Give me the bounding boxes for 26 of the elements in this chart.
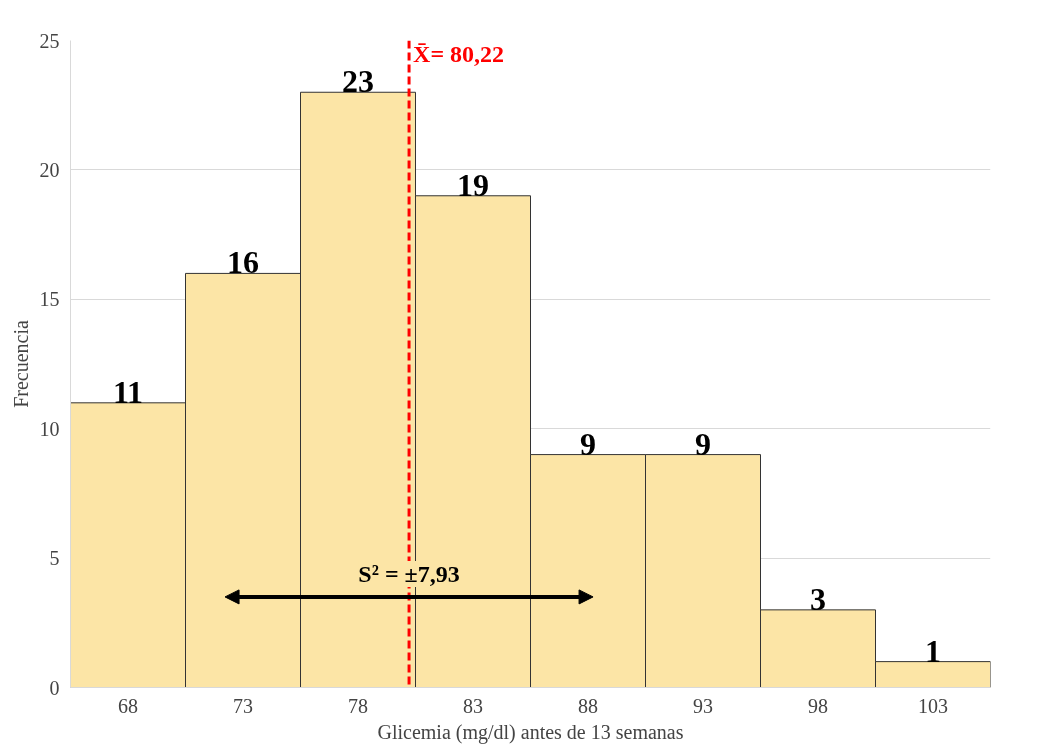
data-label: 3 — [810, 580, 826, 617]
data-label: 23 — [342, 63, 374, 100]
data-label: 16 — [227, 244, 259, 281]
x-tick-label: 68 — [118, 694, 138, 717]
x-tick-label: 103 — [918, 694, 948, 717]
x-tick-label: 73 — [233, 694, 253, 717]
y-axis-title: Frecuencia — [9, 320, 32, 408]
x-tick-label: 98 — [808, 694, 828, 717]
y-tick-label: 20 — [39, 158, 60, 181]
y-tick-label: 10 — [39, 417, 60, 440]
data-label: 19 — [457, 166, 489, 203]
annotation: S² = ±7,93 — [358, 560, 460, 587]
y-tick-label: 25 — [39, 29, 60, 52]
y-tick-label: 0 — [49, 676, 60, 699]
x-tick-label: 93 — [693, 694, 713, 717]
x-axis-title: Glicemia (mg/dl) antes de 13 semanas — [377, 720, 684, 744]
data-label: 1 — [925, 632, 941, 669]
x-tick-label: 83 — [463, 694, 483, 717]
x-tick-label: 88 — [578, 694, 598, 717]
data-label: 9 — [580, 425, 596, 462]
y-tick-label: 5 — [49, 547, 60, 570]
data-label: 11 — [112, 373, 144, 410]
data-label: 9 — [695, 425, 711, 462]
ref-line-label: X̄= 80,22 — [413, 40, 505, 67]
x-tick-label: 78 — [348, 694, 368, 717]
y-tick-label: 15 — [39, 288, 60, 311]
